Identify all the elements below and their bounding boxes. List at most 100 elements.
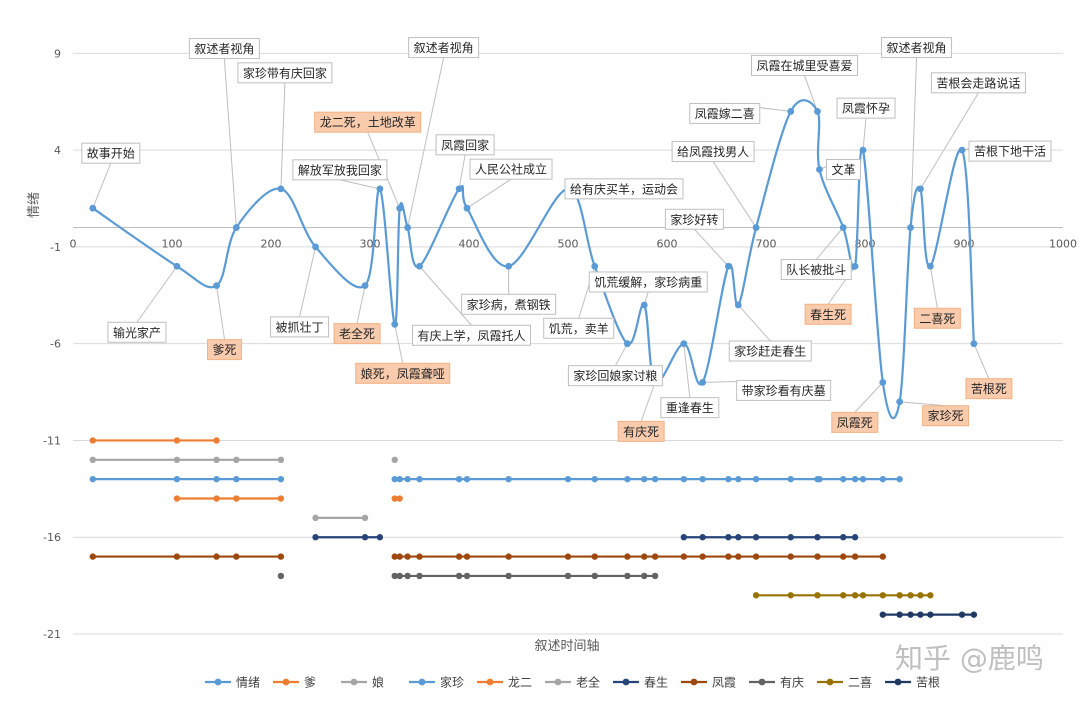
annotation-label: 有庆死: [623, 425, 659, 439]
series-point: [396, 553, 403, 560]
annotation: 凤霞嫁二喜: [689, 102, 761, 124]
series-point: [851, 534, 859, 541]
annotation-box: [689, 102, 761, 124]
annotation-box: [831, 411, 879, 433]
series-龙二: [173, 495, 403, 502]
legend-item: 家珍: [409, 675, 464, 690]
x-tick-label: 0: [70, 238, 77, 251]
series-point: [735, 475, 742, 483]
x-tick-label: 300: [360, 238, 381, 251]
annotation: 输光家产: [107, 321, 167, 343]
annotation-label: 龙二死，土地改革: [320, 116, 416, 130]
emotion-point: [89, 204, 97, 212]
annotation-leader: [737, 304, 771, 342]
annotation-leader: [815, 227, 844, 260]
series-凤霞: [89, 553, 887, 560]
series-point: [173, 495, 181, 502]
annotation-leader: [223, 58, 237, 228]
annotation-leader: [694, 228, 729, 267]
series-point: [896, 475, 903, 483]
annotation: 龙二死，土地改革: [314, 111, 422, 133]
annotation: 家珍死: [922, 405, 970, 427]
annotation-leader: [419, 265, 472, 326]
series-point: [958, 611, 966, 618]
series-point: [213, 495, 220, 502]
legend-label: 龙二: [508, 676, 532, 690]
emotion-point: [839, 224, 847, 231]
series-point: [851, 592, 859, 599]
annotation-box: [333, 323, 381, 345]
series-point: [840, 592, 847, 599]
annotation-label: 凤霞在城里受喜爱: [756, 59, 852, 73]
character-series: [89, 437, 978, 618]
annotation: 家珍带有庆回家: [237, 62, 333, 84]
annotation-box: [736, 379, 832, 401]
series-point: [505, 475, 512, 483]
y-tick-label: -11: [43, 434, 61, 447]
series-point: [89, 553, 97, 560]
emotion-point: [404, 224, 412, 231]
series-point: [404, 553, 411, 560]
y-tick-label: 9: [54, 47, 61, 60]
emotion-point: [213, 282, 220, 290]
annotation-leader: [854, 382, 884, 413]
annotation-leader: [466, 178, 512, 209]
series-point: [391, 475, 398, 483]
x-tick-label: 600: [657, 238, 678, 251]
emotion-point: [917, 185, 924, 193]
series-爹: [89, 437, 220, 444]
series-point: [624, 572, 631, 580]
annotation: 凤霞死: [831, 411, 879, 433]
series-point: [391, 495, 398, 502]
emotion-points: [89, 108, 978, 406]
series-point: [641, 572, 648, 580]
series-苦根: [879, 611, 978, 618]
annotation-box: [543, 317, 615, 339]
annotation-label: 爹死: [213, 343, 237, 357]
annotation: 凤霞在城里受喜爱: [750, 54, 858, 76]
series-point: [814, 553, 821, 560]
emotion-point: [680, 340, 688, 348]
emotion-point: [396, 204, 404, 212]
series-point: [735, 534, 742, 541]
annotation-leader: [614, 343, 628, 366]
emotion-point: [752, 224, 760, 231]
annotation-label: 娘死，凤霞聋哑: [361, 366, 445, 381]
annotation-box: [804, 303, 852, 325]
annotation-box: [188, 38, 260, 60]
legend-item: 苦根: [885, 676, 940, 690]
y-tick-label: -6: [50, 338, 61, 351]
series-point: [680, 534, 688, 541]
annotation: 家珍病，煮钢铁: [461, 293, 557, 315]
series-point: [416, 572, 423, 580]
series-point: [277, 475, 285, 483]
annotation: 带家珍看有庆墓: [736, 379, 832, 401]
series-point: [787, 475, 794, 483]
series-point: [879, 475, 887, 483]
annotation-leader: [299, 246, 317, 318]
series-point: [851, 553, 859, 560]
annotation-leader: [899, 401, 946, 407]
legend-label: 春生: [644, 676, 668, 690]
series-point: [416, 475, 423, 483]
series-point: [651, 475, 659, 483]
emotion-point: [455, 185, 463, 193]
annotation: 文革: [825, 158, 861, 180]
x-tick-label: 100: [162, 238, 183, 251]
annotation: 人民公社成立: [469, 158, 553, 180]
emotion-point: [376, 185, 384, 193]
annotation-label: 被抓壮丁: [276, 320, 324, 334]
emotion-point: [970, 340, 978, 348]
annotation: 叙述者视角: [408, 37, 480, 59]
series-point: [391, 572, 398, 580]
annotation-box: [567, 365, 663, 387]
annotation-leader: [640, 382, 656, 422]
legend-label: 凤霞: [712, 676, 736, 690]
annotation-box: [469, 158, 553, 180]
series-point: [312, 514, 319, 522]
series-point: [564, 553, 572, 560]
series-point: [591, 475, 598, 483]
watermark: 知乎 @鹿鸣: [895, 642, 1044, 675]
annotation-label: 二喜死: [919, 312, 955, 326]
